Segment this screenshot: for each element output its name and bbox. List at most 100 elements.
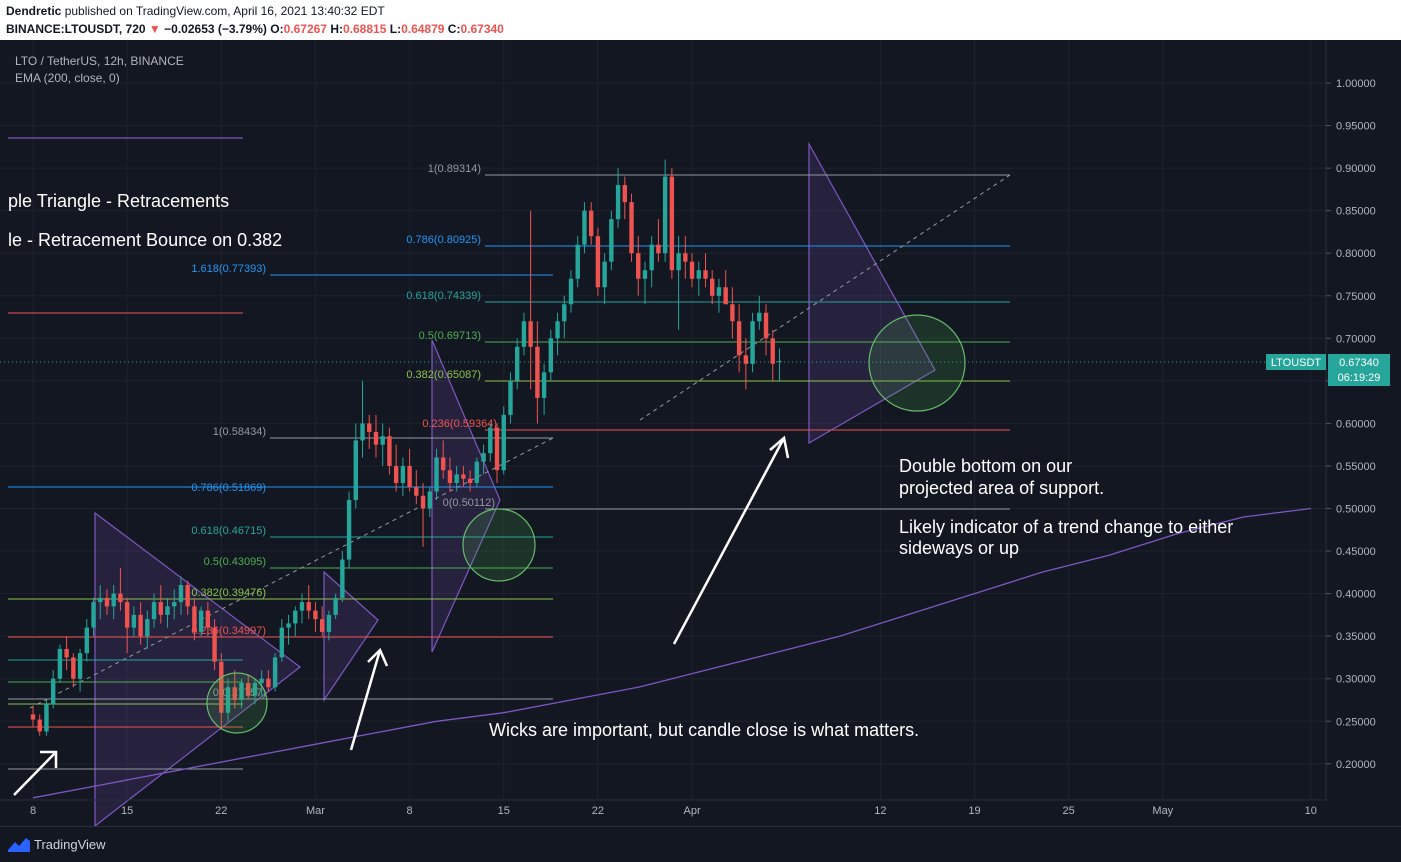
candle [562,295,567,339]
candle-body [259,678,264,683]
candle [313,602,318,632]
candle [50,670,56,709]
candle-body [474,461,480,483]
candle [266,670,271,692]
tradingview-logo-icon [8,838,30,852]
fib-label: 0.786(0.80925) [406,234,481,246]
symbol-badge-box [1266,354,1326,370]
support-circle-3 [868,314,966,412]
ohlc-line: BINANCE:LTOUSDT, 720 ▼ −0.02653 (−3.79%)… [6,22,504,36]
candle [696,261,701,296]
candle [683,236,688,279]
candle-body [716,287,722,296]
candle-body [373,431,379,445]
grid [0,40,1326,800]
fib-label: 0.618(0.74339) [406,290,481,302]
price-tick-label: 0.95000 [1336,121,1376,133]
candle [656,219,661,262]
candle-body [98,597,103,603]
time-tick-label: May [1152,805,1173,817]
fib-label: 0.5(0.69713) [419,330,481,342]
author-name[interactable]: Dendretic [6,4,62,18]
candle-body [340,559,345,598]
candle-body [481,453,486,462]
price-tick-label: 0.45000 [1336,546,1376,558]
candle [212,619,217,671]
candle [124,597,130,654]
price-chart[interactable]: 1(0.89314) 0.786(0.80925) 1.618(0.77393)… [0,40,1401,828]
candle [528,210,533,390]
candle-body [676,253,681,271]
high-label: H: [330,22,343,36]
fib-label: 0.5(0.43095) [204,556,266,568]
candle-body [568,278,574,305]
time-tick-label: Apr [683,805,700,817]
published-text: published on TradingView.com, April 16, … [64,4,385,18]
candle-body [575,244,580,279]
candle [595,227,601,296]
price-axis-bg [1326,40,1401,826]
legend-pair[interactable]: LTO / TetherUS, 12h, BINANCE [15,54,184,68]
candle [178,576,184,615]
time-tick-label: 25 [1063,805,1075,817]
price-tick-label: 0.50000 [1336,504,1376,516]
chart-area[interactable]: 1(0.89314) 0.786(0.80925) 1.618(0.77393)… [0,40,1401,828]
candle-body [205,610,211,628]
candle [259,670,264,696]
candle-body [602,261,607,288]
candle [252,678,258,705]
candle-body [387,436,392,466]
candle [293,606,298,637]
price-tick-label: 0.80000 [1336,248,1376,260]
candle-body [124,602,130,628]
fib-label: 0.382(0.39476) [191,587,266,599]
high-value: 0.68815 [343,22,387,36]
candle-body [615,185,621,220]
annotation-note-3: Wicks are important, but candle close is… [489,720,919,740]
price-tick-label: 0.20000 [1336,759,1376,771]
price-tick-label: 1.00000 [1336,78,1376,90]
candle [770,329,775,381]
time-axis[interactable]: 8 15 22 Mar 8 15 22 Apr 12 19 25 May 10 [0,799,1326,817]
candle [575,236,580,288]
candle [111,585,116,620]
candle [151,593,157,628]
candle-body [488,427,493,454]
candle [158,585,163,624]
candle-body [118,593,123,603]
candle [286,614,291,645]
annotation-note-1b: projected area of support. [899,478,1104,498]
fib-label: 1(0.58434) [213,426,266,438]
fib-labels: 1(0.89314) 0.786(0.80925) 1.618(0.77393)… [191,163,497,699]
candle-body [548,338,554,373]
candle-body [393,465,399,483]
candle-body [145,619,150,637]
candle-body [37,719,42,732]
candle [71,653,76,688]
candle [198,606,204,637]
candle-body [703,270,708,279]
candle-body [407,465,412,488]
candle [192,597,197,641]
candle-body [158,602,163,615]
candle [474,457,480,488]
candle-body [239,682,244,700]
fib-label: 0(0.50112) [443,497,495,509]
candle-body [649,244,654,271]
price-axis[interactable]: 1.00000 0.95000 0.90000 0.85000 0.80000 0.750… [1325,40,1401,826]
candle [400,457,406,496]
annotation-texts: ple Triangle - Retracements le - Retrace… [8,191,1233,740]
candle [636,236,641,296]
legend-indicator[interactable]: EMA (200, close, 0) [15,71,120,85]
candle [346,491,352,569]
candle [64,636,69,671]
candle [689,253,695,288]
price-tick-label: 0.35000 [1336,631,1376,643]
candles [30,159,782,736]
footer-brand[interactable]: TradingView [34,837,106,852]
price-tick-label: 0.55000 [1336,461,1376,473]
candle [555,312,560,356]
candle-body [313,610,318,620]
fib-label: 0.382(0.65087) [406,369,481,381]
candle-body [696,270,701,279]
